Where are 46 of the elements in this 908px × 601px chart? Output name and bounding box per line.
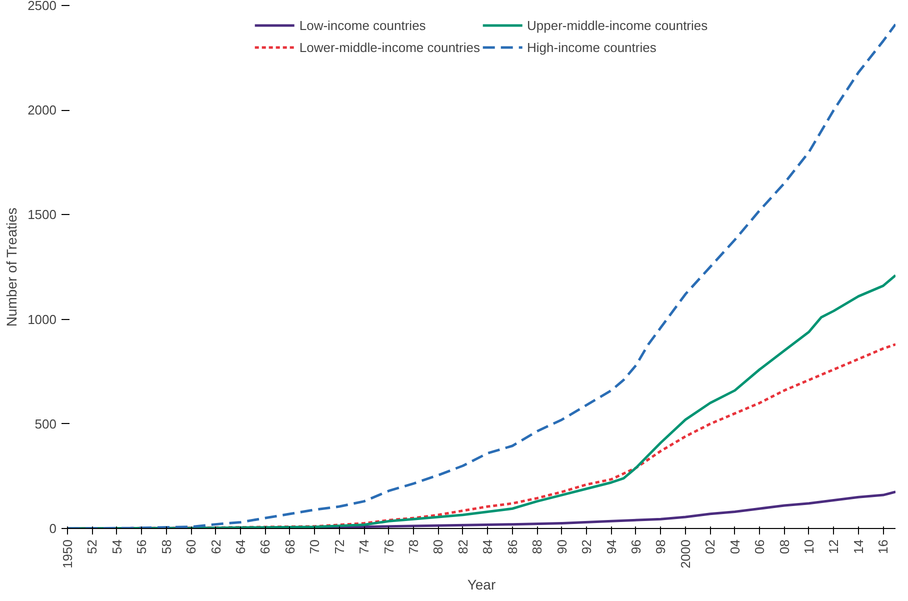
x-tick-label: 52 bbox=[84, 539, 100, 554]
x-tick-label: 88 bbox=[530, 539, 545, 554]
x-tick-label: 74 bbox=[356, 539, 372, 554]
x-axis-title: Year bbox=[467, 576, 496, 592]
x-tick-label: 70 bbox=[307, 539, 322, 554]
x-tick-label: 10 bbox=[801, 539, 816, 554]
x-tick-label: 08 bbox=[776, 539, 792, 554]
x-tick-label: 16 bbox=[876, 539, 891, 554]
x-tick-label: 60 bbox=[184, 539, 199, 554]
x-tick-label: 12 bbox=[826, 539, 842, 554]
x-tick-label: 06 bbox=[752, 539, 768, 554]
x-tick-label: 58 bbox=[158, 539, 174, 554]
x-tick-label: 1950 bbox=[60, 540, 75, 568]
y-tick-label: 2500 bbox=[28, 0, 56, 13]
x-tick-label: 66 bbox=[258, 539, 273, 554]
x-tick-label: 80 bbox=[430, 539, 446, 554]
y-tick-label: 500 bbox=[34, 416, 57, 432]
y-tick-label: 1500 bbox=[28, 207, 56, 222]
legend-label: Upper-middle-income countries bbox=[527, 18, 708, 32]
x-tick-label: 54 bbox=[109, 539, 124, 554]
legend-label: High-income countries bbox=[527, 40, 656, 54]
x-tick-label: 14 bbox=[850, 539, 866, 554]
x-tick-label: 04 bbox=[727, 539, 742, 554]
x-tick-label: 78 bbox=[406, 539, 422, 554]
x-tick-label: 64 bbox=[233, 539, 248, 554]
y-tick-label: 0 bbox=[49, 521, 57, 536]
y-axis-title: Number of Treaties bbox=[4, 208, 20, 327]
x-tick-label: 72 bbox=[332, 539, 347, 554]
x-tick-label: 86 bbox=[504, 539, 520, 554]
x-tick-label: 76 bbox=[381, 539, 396, 554]
legend-label: Low-income countries bbox=[299, 18, 426, 32]
x-tick-label: 2000 bbox=[678, 540, 693, 568]
x-tick-label: 90 bbox=[554, 539, 570, 554]
x-tick-label: 94 bbox=[604, 539, 619, 554]
x-tick-label: 98 bbox=[653, 539, 668, 554]
y-tick-label: 2000 bbox=[28, 102, 56, 118]
x-tick-label: 82 bbox=[455, 539, 470, 554]
legend-label: Lower-middle-income countries bbox=[299, 40, 480, 54]
y-tick-label: 1000 bbox=[28, 312, 56, 327]
x-tick-label: 02 bbox=[702, 539, 718, 554]
x-tick-label: 62 bbox=[208, 539, 224, 554]
x-tick-label: 68 bbox=[282, 539, 298, 554]
x-tick-label: 56 bbox=[134, 539, 150, 554]
x-tick-label: 84 bbox=[480, 539, 496, 554]
x-tick-label: 92 bbox=[579, 539, 594, 554]
x-tick-label: 96 bbox=[628, 539, 644, 554]
